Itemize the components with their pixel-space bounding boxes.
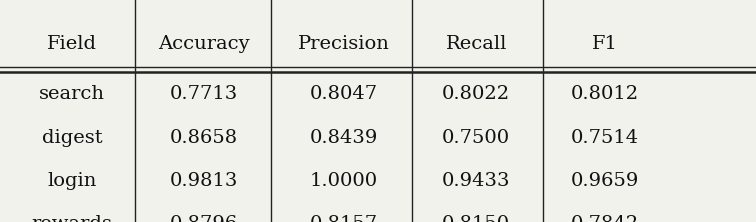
Text: Recall: Recall — [445, 35, 507, 54]
Text: 0.8012: 0.8012 — [571, 85, 639, 103]
Text: 0.9433: 0.9433 — [442, 172, 510, 190]
Text: 0.7713: 0.7713 — [170, 85, 238, 103]
Text: 0.7514: 0.7514 — [571, 129, 639, 147]
Text: 0.8439: 0.8439 — [310, 129, 378, 147]
Text: login: login — [47, 172, 97, 190]
Text: 0.8658: 0.8658 — [170, 129, 238, 147]
Text: 0.8796: 0.8796 — [170, 215, 238, 222]
Text: search: search — [39, 85, 105, 103]
Text: 0.8047: 0.8047 — [310, 85, 378, 103]
Text: digest: digest — [42, 129, 102, 147]
Text: Field: Field — [47, 35, 97, 54]
Text: 0.9813: 0.9813 — [170, 172, 238, 190]
Text: 0.8157: 0.8157 — [310, 215, 378, 222]
Text: 0.8022: 0.8022 — [442, 85, 510, 103]
Text: 0.9659: 0.9659 — [571, 172, 639, 190]
Text: 0.7842: 0.7842 — [571, 215, 639, 222]
Text: 1.0000: 1.0000 — [310, 172, 378, 190]
Text: Accuracy: Accuracy — [158, 35, 250, 54]
Text: F1: F1 — [592, 35, 618, 54]
Text: Precision: Precision — [298, 35, 390, 54]
Text: 0.8150: 0.8150 — [442, 215, 510, 222]
Text: rewards: rewards — [32, 215, 112, 222]
Text: 0.7500: 0.7500 — [442, 129, 510, 147]
